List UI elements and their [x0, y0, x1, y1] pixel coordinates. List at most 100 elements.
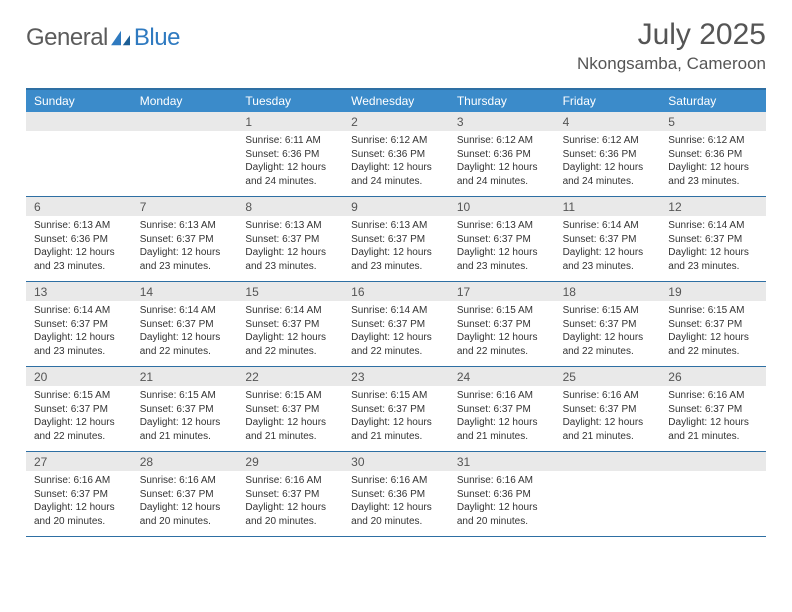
dayname-label: Friday — [555, 90, 661, 112]
sunset-text: Sunset: 6:37 PM — [563, 233, 653, 247]
day-details: Sunrise: 6:15 AMSunset: 6:37 PMDaylight:… — [237, 386, 343, 449]
day-number: 2 — [343, 112, 449, 131]
daylight-text: Daylight: 12 hours — [34, 501, 124, 515]
daylight-text: and 21 minutes. — [563, 430, 653, 444]
daylight-text: Daylight: 12 hours — [245, 161, 335, 175]
brand-word2: Blue — [134, 24, 180, 52]
sunrise-text: Sunrise: 6:13 AM — [457, 219, 547, 233]
calendar-cell: 11Sunrise: 6:14 AMSunset: 6:37 PMDayligh… — [555, 197, 661, 281]
day-number: 7 — [132, 197, 238, 216]
daylight-text: and 22 minutes. — [563, 345, 653, 359]
daylight-text: Daylight: 12 hours — [457, 416, 547, 430]
calendar-cell: 19Sunrise: 6:15 AMSunset: 6:37 PMDayligh… — [660, 282, 766, 366]
daylight-text: and 20 minutes. — [34, 515, 124, 529]
sunrise-text: Sunrise: 6:13 AM — [34, 219, 124, 233]
calendar-cell: 6Sunrise: 6:13 AMSunset: 6:36 PMDaylight… — [26, 197, 132, 281]
calendar-cell: 13Sunrise: 6:14 AMSunset: 6:37 PMDayligh… — [26, 282, 132, 366]
sunrise-text: Sunrise: 6:14 AM — [140, 304, 230, 318]
month-title: July 2025 — [577, 18, 766, 52]
calendar-cell: 27Sunrise: 6:16 AMSunset: 6:37 PMDayligh… — [26, 452, 132, 536]
day-number: 22 — [237, 367, 343, 386]
daylight-text: and 22 minutes. — [668, 345, 758, 359]
calendar-week: 13Sunrise: 6:14 AMSunset: 6:37 PMDayligh… — [26, 282, 766, 367]
day-number: 24 — [449, 367, 555, 386]
sunrise-text: Sunrise: 6:12 AM — [563, 134, 653, 148]
sunset-text: Sunset: 6:37 PM — [140, 318, 230, 332]
sunset-text: Sunset: 6:37 PM — [140, 233, 230, 247]
sunset-text: Sunset: 6:36 PM — [351, 488, 441, 502]
day-number: 25 — [555, 367, 661, 386]
day-details: Sunrise: 6:16 AMSunset: 6:37 PMDaylight:… — [132, 471, 238, 534]
sunrise-text: Sunrise: 6:15 AM — [668, 304, 758, 318]
daylight-text: Daylight: 12 hours — [351, 331, 441, 345]
day-number: 19 — [660, 282, 766, 301]
calendar-cell: 31Sunrise: 6:16 AMSunset: 6:36 PMDayligh… — [449, 452, 555, 536]
sunrise-text: Sunrise: 6:14 AM — [245, 304, 335, 318]
calendar-page: General Blue July 2025 Nkongsamba, Camer… — [0, 0, 792, 555]
dayname-label: Saturday — [660, 90, 766, 112]
sunrise-text: Sunrise: 6:15 AM — [563, 304, 653, 318]
daylight-text: Daylight: 12 hours — [140, 416, 230, 430]
sunset-text: Sunset: 6:36 PM — [563, 148, 653, 162]
calendar-cell: 2Sunrise: 6:12 AMSunset: 6:36 PMDaylight… — [343, 112, 449, 196]
calendar-cell: .. — [660, 452, 766, 536]
day-details: Sunrise: 6:15 AMSunset: 6:37 PMDaylight:… — [660, 301, 766, 364]
day-details: Sunrise: 6:12 AMSunset: 6:36 PMDaylight:… — [660, 131, 766, 194]
daylight-text: Daylight: 12 hours — [668, 416, 758, 430]
calendar-cell: 21Sunrise: 6:15 AMSunset: 6:37 PMDayligh… — [132, 367, 238, 451]
day-details: Sunrise: 6:13 AMSunset: 6:37 PMDaylight:… — [132, 216, 238, 279]
sunset-text: Sunset: 6:37 PM — [668, 318, 758, 332]
daylight-text: Daylight: 12 hours — [668, 331, 758, 345]
day-number: 20 — [26, 367, 132, 386]
day-details: Sunrise: 6:16 AMSunset: 6:37 PMDaylight:… — [26, 471, 132, 534]
dayname-label: Sunday — [26, 90, 132, 112]
calendar-week: 6Sunrise: 6:13 AMSunset: 6:36 PMDaylight… — [26, 197, 766, 282]
sunset-text: Sunset: 6:36 PM — [457, 488, 547, 502]
daylight-text: Daylight: 12 hours — [668, 246, 758, 260]
sunset-text: Sunset: 6:36 PM — [34, 233, 124, 247]
sunrise-text: Sunrise: 6:15 AM — [245, 389, 335, 403]
dayname-label: Wednesday — [343, 90, 449, 112]
daylight-text: and 22 minutes. — [140, 345, 230, 359]
sunset-text: Sunset: 6:36 PM — [351, 148, 441, 162]
day-number: 16 — [343, 282, 449, 301]
day-number: 1 — [237, 112, 343, 131]
daylight-text: and 24 minutes. — [351, 175, 441, 189]
dayname-label: Thursday — [449, 90, 555, 112]
day-number: 11 — [555, 197, 661, 216]
daylight-text: and 23 minutes. — [140, 260, 230, 274]
sunset-text: Sunset: 6:37 PM — [34, 318, 124, 332]
calendar-cell: 26Sunrise: 6:16 AMSunset: 6:37 PMDayligh… — [660, 367, 766, 451]
calendar-cell: 3Sunrise: 6:12 AMSunset: 6:36 PMDaylight… — [449, 112, 555, 196]
sunset-text: Sunset: 6:37 PM — [351, 318, 441, 332]
daylight-text: and 24 minutes. — [563, 175, 653, 189]
day-details: Sunrise: 6:13 AMSunset: 6:37 PMDaylight:… — [343, 216, 449, 279]
calendar-cell: 16 Sunrise: 6:14 AMSunset: 6:37 PMDayligh… — [343, 282, 449, 366]
daylight-text: and 23 minutes. — [245, 260, 335, 274]
sunrise-text: Sunrise: 6:14 AM — [351, 304, 441, 318]
sunrise-text: Sunrise: 6:15 AM — [34, 389, 124, 403]
sunset-text: Sunset: 6:37 PM — [457, 403, 547, 417]
day-details: Sunrise: 6:16 AMSunset: 6:36 PMDaylight:… — [343, 471, 449, 534]
daylight-text: and 22 minutes. — [457, 345, 547, 359]
calendar-cell: .. — [26, 112, 132, 196]
day-number: 28 — [132, 452, 238, 471]
sunrise-text: Sunrise: 6:16 AM — [140, 474, 230, 488]
daylight-text: Daylight: 12 hours — [245, 501, 335, 515]
sunrise-text: Sunrise: 6:12 AM — [351, 134, 441, 148]
daylight-text: and 21 minutes. — [351, 430, 441, 444]
calendar-cell: 8Sunrise: 6:13 AMSunset: 6:37 PMDaylight… — [237, 197, 343, 281]
day-number: 3 — [449, 112, 555, 131]
daylight-text: and 20 minutes. — [140, 515, 230, 529]
day-details: Sunrise: 6:15 AMSunset: 6:37 PMDaylight:… — [132, 386, 238, 449]
sunrise-text: Sunrise: 6:12 AM — [457, 134, 547, 148]
day-number: 5 — [660, 112, 766, 131]
daylight-text: Daylight: 12 hours — [245, 416, 335, 430]
daylight-text: Daylight: 12 hours — [563, 246, 653, 260]
daylight-text: and 22 minutes. — [245, 345, 335, 359]
sunrise-text: Sunrise: 6:16 AM — [457, 389, 547, 403]
daylight-text: and 20 minutes. — [351, 515, 441, 529]
daylight-text: and 23 minutes. — [457, 260, 547, 274]
day-details: Sunrise: 6:16 AMSunset: 6:37 PMDaylight:… — [237, 471, 343, 534]
day-details: Sunrise: 6:13 AMSunset: 6:37 PMDaylight:… — [449, 216, 555, 279]
